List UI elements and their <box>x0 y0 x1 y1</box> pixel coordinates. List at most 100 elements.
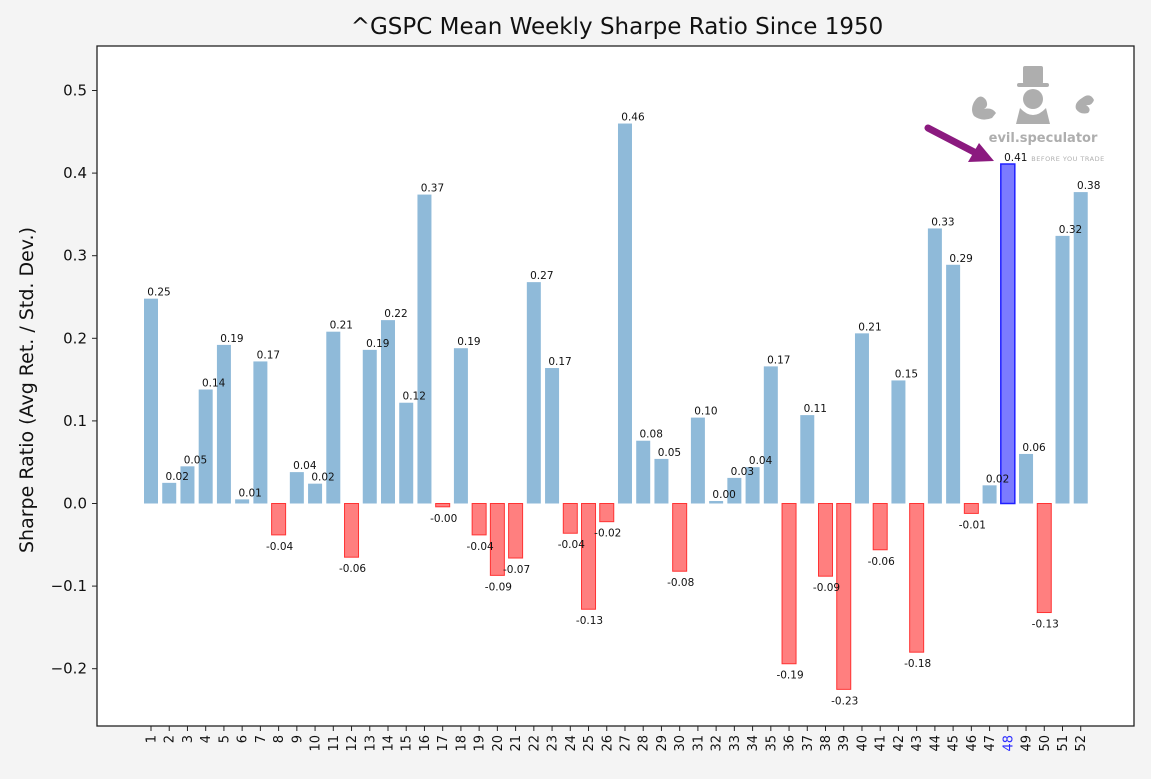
y-tick-label: 0.0 <box>63 495 87 513</box>
bar-week-32 <box>709 501 724 504</box>
top-hat-figure-icon <box>1016 66 1050 124</box>
bar-value-label: -0.06 <box>868 556 895 568</box>
x-tick-label: 4 <box>199 735 214 743</box>
x-tick-label: 3 <box>181 735 196 743</box>
swan-left-icon <box>972 96 996 120</box>
bar-value-label: 0.41 <box>1004 152 1027 164</box>
bar-value-label: -0.08 <box>667 577 694 589</box>
bar-value-label: 0.00 <box>712 489 735 501</box>
x-tick-label: 27 <box>618 735 633 752</box>
bar-week-21 <box>508 503 524 559</box>
bar-value-label: 0.02 <box>166 471 189 483</box>
y-axis-label: Sharpe Ratio (Avg Ret. / Std. Dev.) <box>16 227 38 553</box>
y-tick-label: 0.4 <box>63 164 87 182</box>
bar-week-8 <box>271 503 287 536</box>
x-tick-label: 22 <box>527 735 542 752</box>
bar-week-31 <box>690 417 705 504</box>
bar-value-label: -0.19 <box>776 670 803 682</box>
annotation-arrow <box>924 124 994 162</box>
bar-week-3 <box>180 466 195 504</box>
bar-week-38 <box>818 503 834 577</box>
x-tick-label: 51 <box>1056 735 1071 752</box>
bar-week-27 <box>617 123 632 504</box>
x-tick-label: 21 <box>509 735 524 752</box>
bar-week-50 <box>1036 503 1052 614</box>
x-tick-label: 17 <box>436 735 451 752</box>
bar-week-11 <box>326 331 341 504</box>
x-tick-label: 13 <box>363 735 378 752</box>
bar-value-label: 0.19 <box>366 338 389 350</box>
x-tick-label: 50 <box>1038 735 1053 752</box>
x-tick-label: 43 <box>910 735 925 752</box>
bar-week-45 <box>946 264 961 504</box>
bar-value-label: 0.19 <box>457 336 480 348</box>
x-tick-label: 31 <box>691 735 706 752</box>
bar-value-label: 0.01 <box>238 487 261 499</box>
x-tick-label: 35 <box>764 735 779 752</box>
bar-value-label: -0.23 <box>831 695 858 707</box>
bar-week-12 <box>344 503 360 558</box>
bar-value-label: 0.14 <box>202 378 226 390</box>
x-tick-label: 7 <box>254 735 269 743</box>
bar-value-label: -0.09 <box>813 582 840 594</box>
bar-value-label: -0.13 <box>576 615 603 627</box>
bar-week-9 <box>289 472 304 504</box>
bar-week-20 <box>489 503 505 576</box>
x-tick-label: 10 <box>309 735 324 752</box>
bar-week-51 <box>1055 235 1070 504</box>
x-tick-label: 48 <box>1001 735 1016 752</box>
bar-week-15 <box>399 402 414 504</box>
bar-value-label: 0.38 <box>1077 180 1100 192</box>
x-tick-label: 39 <box>837 735 852 752</box>
bar-week-10 <box>308 483 323 504</box>
bar-value-label: 0.17 <box>548 356 571 368</box>
x-tick-label: 11 <box>327 735 342 752</box>
watermark-logo: evil.speculator BEFORE YOU TRADE <box>972 66 1104 163</box>
bar-week-2 <box>162 482 177 504</box>
x-tick-label: 6 <box>236 735 251 743</box>
x-tick-label: 23 <box>546 735 561 752</box>
x-tick-label: 19 <box>473 735 488 752</box>
x-tick-label: 20 <box>491 735 506 752</box>
bar-value-label: 0.02 <box>986 473 1009 485</box>
bar-value-label: -0.04 <box>266 541 293 553</box>
bar-week-41 <box>872 503 888 551</box>
bar-week-49 <box>1019 453 1034 504</box>
bar-week-36 <box>781 503 797 665</box>
bar-value-label: 0.22 <box>384 308 407 320</box>
bar-week-4 <box>198 389 213 504</box>
x-tick-label: 8 <box>272 735 287 743</box>
x-tick-label: 1 <box>145 735 160 743</box>
bar-value-label: 0.05 <box>184 454 207 466</box>
bar-value-label: 0.11 <box>804 403 827 415</box>
x-axis-ticks: 1 2 3 4 5 6 7 8 9 10 11 12 13 14 15 16 17 18 19 20 21 22 23 24 2… <box>145 726 1089 752</box>
x-tick-label: 34 <box>746 735 761 752</box>
bar-week-40 <box>854 333 869 504</box>
bar-week-17 <box>435 503 451 508</box>
bar-week-34 <box>745 467 760 504</box>
x-tick-label: 12 <box>345 735 360 752</box>
x-tick-label: 41 <box>874 735 889 752</box>
x-tick-label: 52 <box>1074 735 1089 752</box>
bar-value-label: 0.21 <box>858 321 881 333</box>
bar-value-label: -0.18 <box>904 658 931 670</box>
bar-week-48 <box>1000 163 1016 505</box>
bar-week-5 <box>216 344 231 504</box>
x-tick-label: 44 <box>928 735 943 752</box>
bar-week-16 <box>417 194 432 504</box>
bar-week-24 <box>562 503 578 534</box>
bar-week-35 <box>763 366 778 504</box>
bar-value-label: 0.06 <box>1022 442 1046 454</box>
bar-week-1 <box>144 298 158 504</box>
y-tick-label: 0.5 <box>63 82 87 100</box>
bar-week-43 <box>909 503 925 653</box>
bar-value-label: 0.21 <box>330 320 353 332</box>
bar-value-label: 0.27 <box>530 270 553 282</box>
bar-labels: 0.250.020.050.140.190.010.17-0.040.040.0… <box>147 112 1100 708</box>
bar-week-28 <box>636 440 651 504</box>
bar-value-label: 0.15 <box>895 368 918 380</box>
bar-week-13 <box>362 349 377 504</box>
x-tick-label: 2 <box>163 735 178 743</box>
bar-value-label: -0.02 <box>594 528 621 540</box>
